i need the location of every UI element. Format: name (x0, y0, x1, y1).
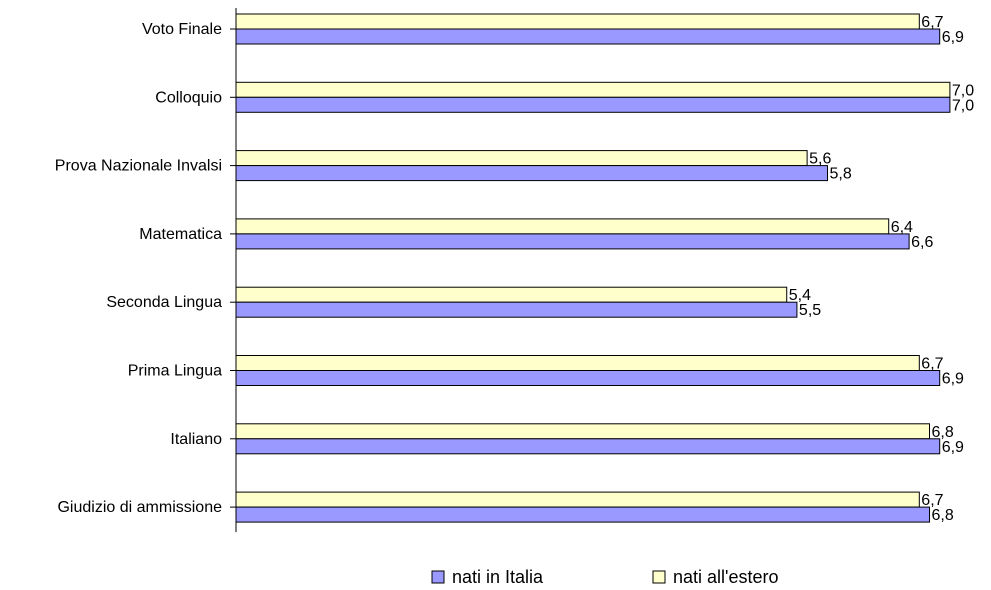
bar-nati-all-estero (235, 491, 920, 508)
category-label: Seconda Lingua (106, 294, 222, 311)
bar-nati-in-italia (235, 233, 910, 250)
data-label: 5,5 (799, 302, 821, 319)
category-label: Giudizio di ammissione (57, 499, 222, 516)
data-label: 6,7 (921, 14, 943, 31)
legend-swatch (431, 570, 445, 584)
legend-label: nati all'estero (673, 567, 779, 587)
data-label: 5,4 (789, 287, 811, 304)
data-label: 6,9 (942, 371, 964, 388)
data-label: 6,9 (942, 29, 964, 46)
category-label: Italiano (170, 431, 222, 448)
legend-label: nati in Italia (452, 567, 544, 587)
bar-nati-in-italia (235, 165, 829, 182)
data-label: 6,8 (932, 424, 954, 441)
category-label: Voto Finale (142, 21, 222, 38)
category-label: Prova Nazionale Invalsi (55, 158, 222, 175)
bar-nati-all-estero (235, 218, 890, 235)
bar-nati-in-italia (235, 506, 931, 523)
data-label: 5,8 (830, 166, 852, 183)
bar-nati-all-estero (235, 150, 808, 167)
category-label: Prima Lingua (128, 363, 222, 380)
data-label: 6,8 (932, 507, 954, 524)
legend: nati in Italia nati all'estero (431, 567, 779, 587)
bar-nati-all-estero (235, 355, 920, 371)
category-label: Colloquio (155, 89, 222, 106)
data-label: 7,0 (952, 82, 974, 99)
legend-swatch (652, 570, 666, 584)
bar-nati-in-italia (235, 370, 941, 386)
data-label: 5,6 (809, 151, 831, 168)
bar-nati-all-estero (235, 13, 920, 30)
data-label: 6,7 (921, 492, 943, 509)
data-label: 7,0 (952, 97, 974, 114)
data-label: 6,4 (891, 219, 913, 236)
data-label: 6,9 (942, 439, 964, 456)
bar-nati-in-italia (235, 28, 941, 45)
bar-nati-all-estero (235, 423, 931, 440)
bar-nati-in-italia (235, 96, 951, 113)
bar-nati-all-estero (235, 286, 788, 303)
category-label: Matematica (139, 226, 222, 243)
bar-nati-in-italia (235, 301, 798, 318)
bar-nati-in-italia (235, 438, 941, 455)
bar-nati-all-estero (235, 81, 951, 98)
data-label: 6,6 (911, 234, 933, 251)
data-label: 6,7 (921, 356, 943, 373)
